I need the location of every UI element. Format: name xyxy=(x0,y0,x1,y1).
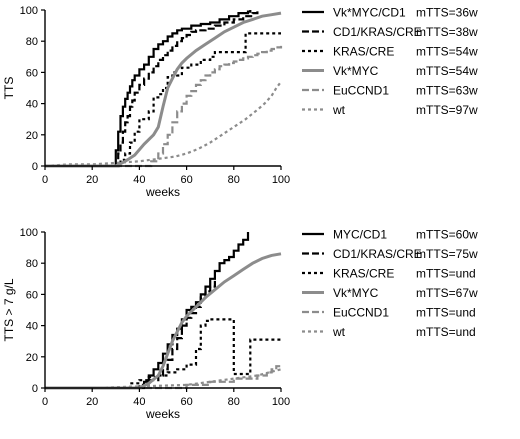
axes-frame xyxy=(44,10,281,167)
legend-mtts: mTTS=54w xyxy=(416,45,478,59)
x-tick-label: 40 xyxy=(133,174,145,186)
series-line-3 xyxy=(45,318,281,390)
legend-label: Vk*MYC/CD1 xyxy=(333,6,406,20)
y-tick-label: 60 xyxy=(26,67,38,79)
y-tick-label: 20 xyxy=(26,352,38,364)
series-line-6 xyxy=(44,81,282,168)
series-line-4 xyxy=(45,11,282,168)
legend-mtts: mTTS=60w xyxy=(416,228,478,242)
legend-mtts: mTTS=63w xyxy=(416,84,478,98)
legend-mtts: mTTS=und xyxy=(416,306,476,320)
legend-label: EuCCND1 xyxy=(333,306,389,320)
legend-mtts: mTTS=75w xyxy=(416,247,478,261)
series-line-1 xyxy=(45,232,250,390)
legend-mtts: mTTS=und xyxy=(416,325,476,339)
legend-mtts: mTTS=97w xyxy=(416,103,478,117)
y-tick-label: 80 xyxy=(26,36,38,48)
legend-label: KRAS/CRE xyxy=(333,267,394,281)
x-tick-label: 60 xyxy=(180,174,192,186)
x-tick-label: 60 xyxy=(180,396,192,408)
series-line-5 xyxy=(45,45,283,168)
y-tick-label: 60 xyxy=(26,289,38,301)
y-axis-label: TTS xyxy=(2,77,16,100)
x-tick-label: 0 xyxy=(42,174,48,186)
legend-label: wt xyxy=(332,103,346,117)
series-line-2 xyxy=(45,278,216,390)
x-axis-label: weeks xyxy=(145,185,180,199)
y-tick-label: 100 xyxy=(20,5,38,17)
legend-label: EuCCND1 xyxy=(333,84,389,98)
y-tick-label: 100 xyxy=(20,227,38,239)
legend-label: CD1/KRAS/CRE xyxy=(333,247,422,261)
legend-mtts: mTTS=38w xyxy=(416,25,478,39)
legend-label: CD1/KRAS/CRE xyxy=(333,25,422,39)
legend-label: Vk*MYC xyxy=(333,286,379,300)
y-tick-label: 80 xyxy=(26,258,38,270)
legend-label: Vk*MYC xyxy=(333,64,379,78)
y-axis-label: TTS > 7 g/L xyxy=(2,278,16,341)
legend-label: MYC/CD1 xyxy=(333,228,387,242)
x-tick-label: 20 xyxy=(86,396,98,408)
series-line-5 xyxy=(45,364,283,390)
legend-mtts: mTTS=36w xyxy=(416,6,478,20)
legend-mtts: mTTS=54w xyxy=(416,64,478,78)
x-axis-label: weeks xyxy=(145,407,180,421)
x-tick-label: 0 xyxy=(42,396,48,408)
legend-mtts: mTTS=67w xyxy=(416,286,478,300)
legend-label: wt xyxy=(332,325,346,339)
x-tick-label: 100 xyxy=(272,174,290,186)
legend-label: KRAS/CRE xyxy=(333,45,394,59)
y-tick-label: 40 xyxy=(26,99,38,111)
x-tick-label: 100 xyxy=(272,396,290,408)
chart-2: 0 20 40 60 80 100 0 20 40 60 80 100 weeks TTS > 7 g/L… xyxy=(2,227,478,421)
y-tick-label: 40 xyxy=(26,321,38,333)
x-tick-label: 40 xyxy=(133,396,145,408)
y-tick-label: 0 xyxy=(32,383,38,395)
x-tick-label: 80 xyxy=(228,396,240,408)
series-line-1 xyxy=(45,10,252,168)
y-tick-label: 0 xyxy=(32,161,38,173)
y-tick-label: 20 xyxy=(26,130,38,142)
x-tick-label: 20 xyxy=(86,174,98,186)
series-line-4 xyxy=(45,252,282,390)
series-line-2 xyxy=(45,10,259,168)
legend-mtts: mTTS=und xyxy=(416,267,476,281)
x-tick-label: 80 xyxy=(228,174,240,186)
chart-1: 0 20 40 60 80 100 0 20 40 60 80 100 weeks TTS Vk*MYC/C… xyxy=(2,5,478,199)
series-line-3 xyxy=(45,32,281,168)
